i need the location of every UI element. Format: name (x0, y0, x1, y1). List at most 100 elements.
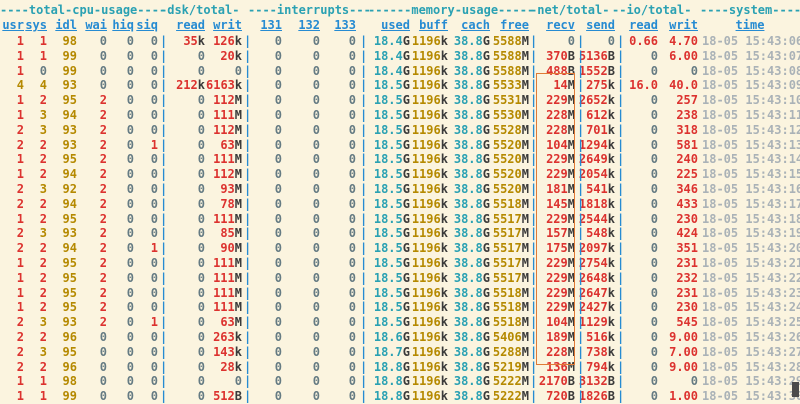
cell-133: 0 (348, 315, 356, 330)
cell-recv: 229M (546, 211, 575, 226)
cell-sys: 4 (39, 78, 47, 93)
cell-time: 18-05 15:43:22 (702, 270, 800, 285)
cell-buff: 1196k (411, 34, 448, 48)
column-separator: | (617, 196, 625, 211)
cell-133: 0 (348, 330, 356, 344)
column-separator: | (577, 63, 585, 78)
cell-time: 18-05 15:43:11 (702, 108, 800, 122)
column-separator: | (530, 359, 538, 374)
cell-132: 0 (312, 196, 320, 211)
cell-read: 0 (650, 152, 658, 167)
cell-time: 18-05 15:43:15 (702, 167, 800, 182)
column-separator: | (577, 137, 585, 152)
cell-free: 5531M (492, 93, 529, 108)
cell-131: 0 (274, 285, 282, 300)
cell-132: 0 (312, 63, 320, 78)
cell-time: 18-05 15:43:13 (702, 137, 800, 152)
cell-siq: 0 (150, 152, 158, 167)
column-separator: | (160, 63, 168, 78)
cell-recv: 104M (546, 315, 575, 330)
column-separator: | (617, 48, 625, 63)
cell-used: 18.6G (373, 330, 410, 344)
cell-free: 5518M (492, 196, 529, 211)
group-title: --io/total- (612, 3, 692, 17)
column-separator: | (577, 34, 585, 48)
column-separator: | (360, 330, 368, 344)
cell-recv: 0 (567, 34, 575, 48)
cell-read: 0 (650, 241, 658, 256)
column-separator: | (160, 330, 168, 344)
cell-time: 18-05 15:43:21 (702, 256, 800, 270)
column-separator: | (577, 389, 585, 404)
column-separator: | (577, 285, 585, 300)
cell-send: 1294k (578, 137, 615, 152)
cell-free: 5518M (492, 285, 529, 300)
column-separator: | (244, 226, 252, 241)
cell-send: 2054k (578, 167, 615, 182)
column-separator: | (244, 182, 252, 196)
cell-cach: 38.8G (453, 241, 490, 256)
column-separator: | (617, 389, 625, 404)
column-separator: | (160, 34, 168, 48)
cell-hiq: 0 (126, 196, 134, 211)
cell-free: 5518M (492, 300, 529, 315)
cell-wai: 2 (99, 256, 107, 270)
cell-writ: 231 (676, 285, 698, 300)
cell-read: 35k (183, 34, 205, 48)
column-separator: | (160, 122, 168, 137)
cell-hiq: 0 (126, 241, 134, 256)
cell-recv: 175M (546, 241, 575, 256)
column-separator: | (360, 256, 368, 270)
cell-wai: 2 (99, 167, 107, 182)
cell-sys: 3 (39, 344, 47, 359)
column-separator: | (617, 137, 625, 152)
cell-writ: 230 (676, 300, 698, 315)
cell-send: 794k (586, 359, 615, 374)
cell-used: 18.5G (373, 226, 410, 241)
column-header-row: usr sys idl wai hiq siq read writ 131 132 133 used b… (0, 17, 800, 33)
cell-sys: 1 (39, 48, 47, 63)
column-separator: | (244, 241, 252, 256)
cell-133: 0 (348, 211, 356, 226)
cell-132: 0 (312, 300, 320, 315)
cell-hiq: 0 (126, 34, 134, 48)
cell-buff: 1196k (411, 48, 448, 63)
cell-usr: 1 (16, 374, 24, 389)
column-separator: | (360, 122, 368, 137)
cell-writ: 111M (213, 256, 242, 270)
cell-recv: 229M (546, 93, 575, 108)
cell-cach: 38.8G (453, 330, 490, 344)
cell-wai: 0 (99, 389, 107, 404)
column-separator: | (577, 359, 585, 374)
cell-cach: 38.8G (453, 167, 490, 182)
column-header: 132 (298, 18, 320, 32)
cell-writ: 7.00 (669, 344, 698, 359)
cell-free: 5588M (492, 48, 529, 63)
cell-read: 0 (197, 359, 205, 374)
cell-sys: 3 (39, 315, 47, 330)
cell-writ: 346 (676, 182, 698, 196)
cell-time: 18-05 15:43:18 (702, 211, 800, 226)
cell-writ: 143k (213, 344, 242, 359)
cell-read: 0 (650, 374, 658, 389)
column-separator: | (617, 152, 625, 167)
cell-siq: 0 (150, 167, 158, 182)
column-separator: | (577, 300, 585, 315)
column-separator: | (577, 196, 585, 211)
cell-read: 0 (197, 63, 205, 78)
cell-idl: 94 (62, 196, 77, 211)
column-header: read (176, 18, 205, 32)
cell-hiq: 0 (126, 108, 134, 122)
cell-used: 18.5G (373, 182, 410, 196)
cell-writ: 112M (213, 122, 242, 137)
cell-writ: 28k (220, 359, 242, 374)
cell-time: 18-05 15:43:14 (702, 152, 800, 167)
group-title: ----interrupts--- (248, 3, 371, 17)
cell-used: 18.5G (373, 270, 410, 285)
table-row: 1 1 98 0 0 0 35k 126k 0 0 0 18.4G 1196k 38.8G 5588M 0 0 0… (0, 33, 800, 49)
cell-free: 5533M (492, 78, 529, 93)
cell-free: 5588M (492, 34, 529, 48)
cell-wai: 2 (99, 152, 107, 167)
cell-siq: 0 (150, 34, 158, 48)
